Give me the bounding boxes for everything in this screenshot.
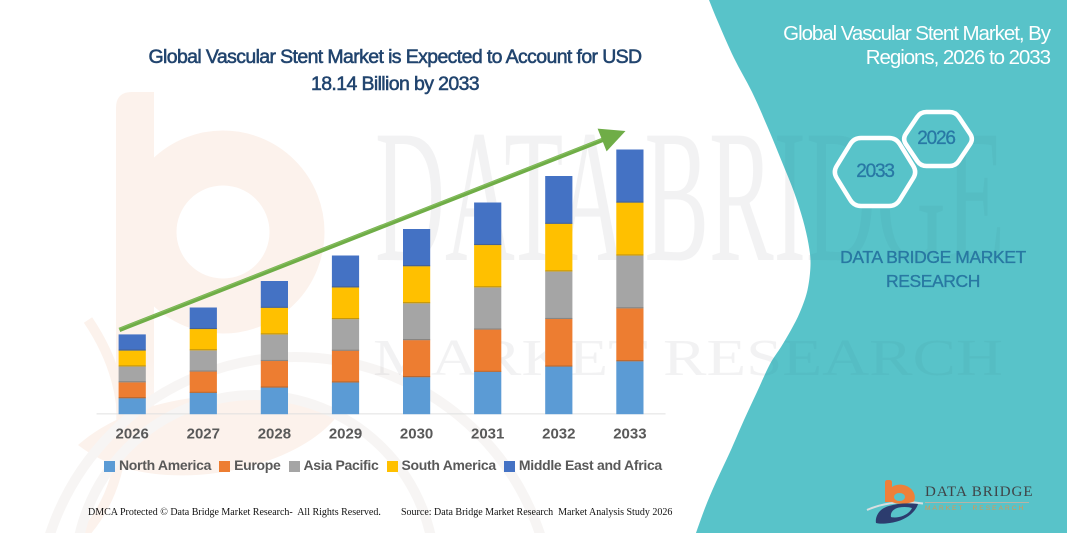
svg-text:2029: 2029: [329, 426, 362, 443]
svg-text:2033: 2033: [613, 426, 646, 443]
svg-text:2032: 2032: [542, 426, 575, 443]
svg-text:2027: 2027: [187, 426, 220, 443]
svg-text:2031: 2031: [471, 426, 504, 443]
svg-text:2030: 2030: [400, 426, 433, 443]
svg-text:2026: 2026: [116, 426, 149, 443]
svg-text:2028: 2028: [258, 426, 291, 443]
